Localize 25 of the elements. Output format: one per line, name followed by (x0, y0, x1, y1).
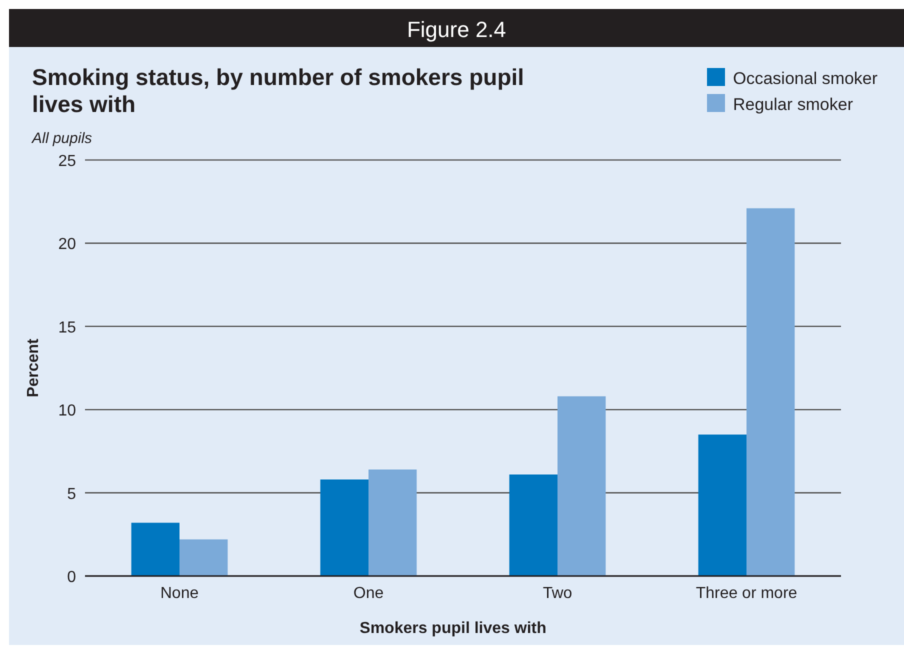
x-axis-title: Smokers pupil lives with (360, 620, 546, 637)
chart-subtitle: All pupils (31, 130, 93, 147)
y-axis-title: Percent (25, 338, 42, 398)
y-tick-label: 20 (58, 236, 76, 254)
bar (131, 522, 180, 576)
bar (558, 396, 606, 576)
bar (320, 479, 368, 576)
bar (180, 539, 228, 576)
bar (698, 434, 746, 576)
y-tick-label: 5 (67, 486, 76, 503)
y-tick-label: 15 (58, 319, 76, 336)
y-tick-label: 10 (58, 402, 76, 420)
caption: Figure 2.4 (406, 17, 506, 42)
bar (746, 208, 795, 576)
legend-label: Regular smoker (733, 95, 854, 114)
y-tick-label: 0 (67, 569, 76, 586)
x-tick-label: One (353, 585, 384, 602)
chart-title: Smoking status, by number of smokers pupil lives with (32, 64, 524, 117)
bar (509, 474, 558, 576)
y-tick-label: 25 (58, 153, 76, 170)
bar (368, 470, 417, 576)
legend-label: Occasional smoker (733, 69, 878, 88)
x-tick-label: Two (542, 585, 572, 602)
x-tick-label: Three or more (696, 585, 798, 602)
x-tick-label: None (160, 585, 199, 602)
